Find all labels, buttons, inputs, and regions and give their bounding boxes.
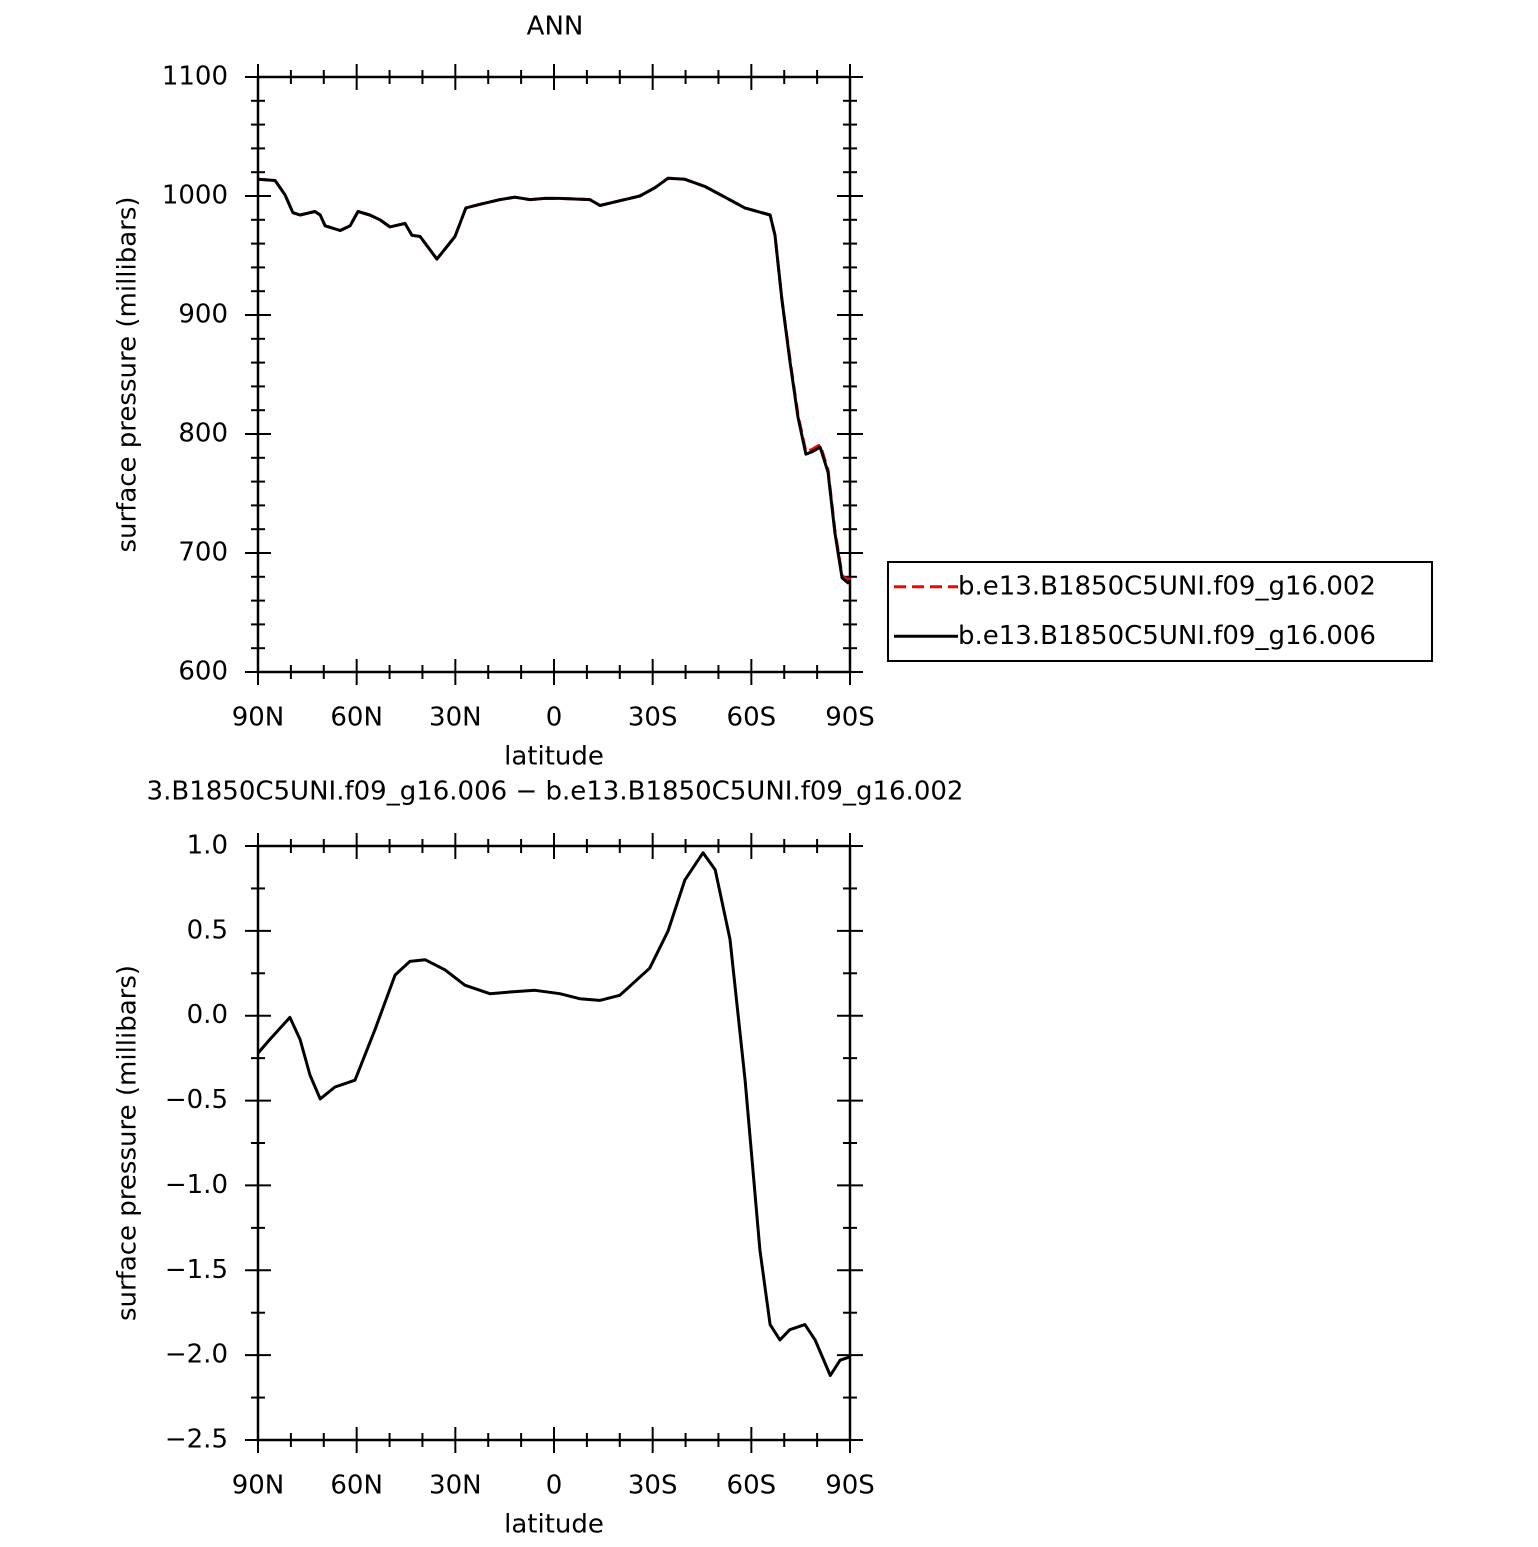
legend: b.e13.B1850C5UNI.f09_g16.002 b.e13.B1850C… bbox=[887, 561, 1433, 662]
y-tick-label: 1.0 bbox=[187, 831, 228, 861]
x-tick-label: 90N bbox=[232, 703, 285, 733]
plot-frame bbox=[256, 75, 852, 674]
y-tick-label: 0.0 bbox=[187, 1000, 228, 1030]
legend-label: b.e13.B1850C5UNI.f09_g16.002 bbox=[958, 571, 1376, 601]
panel: 3.B1850C5UNI.f09_g16.006 − b.e13.B1850C5… bbox=[113, 777, 964, 1540]
x-tick-label: 90S bbox=[825, 703, 875, 733]
y-tick-label: −1.5 bbox=[165, 1255, 228, 1285]
y-tick-label: −1.0 bbox=[165, 1170, 228, 1200]
chart-title: 3.B1850C5UNI.f09_g16.006 − b.e13.B1850C5… bbox=[147, 777, 964, 807]
y-tick-label: −2.5 bbox=[165, 1425, 228, 1455]
x-tick-label: 90N bbox=[232, 1471, 285, 1501]
y-tick-label: 0.5 bbox=[187, 915, 228, 945]
x-tick-label: 60N bbox=[330, 1471, 383, 1501]
y-tick-label: −0.5 bbox=[165, 1085, 228, 1115]
x-tick-label: 60S bbox=[727, 1471, 777, 1501]
plot-frame bbox=[256, 844, 852, 1442]
y-axis-label: surface pressure (millibars) bbox=[113, 965, 143, 1321]
data-line bbox=[257, 176, 852, 585]
x-tick-label: 30S bbox=[628, 1471, 678, 1501]
x-tick-label: 0 bbox=[546, 1471, 563, 1501]
y-tick-label: −2.0 bbox=[165, 1340, 228, 1370]
x-axis-label: latitude bbox=[504, 742, 604, 772]
x-tick-label: 30S bbox=[628, 703, 678, 733]
legend-label: b.e13.B1850C5UNI.f09_g16.006 bbox=[958, 621, 1376, 651]
data-line bbox=[257, 176, 852, 582]
y-tick-label: 800 bbox=[178, 419, 228, 449]
x-tick-label: 60S bbox=[727, 703, 777, 733]
y-axis-label: surface pressure (millibars) bbox=[113, 196, 143, 552]
x-tick-label: 30N bbox=[429, 1471, 482, 1501]
legend-box bbox=[887, 561, 1433, 662]
x-axis-label: latitude bbox=[504, 1510, 604, 1540]
y-tick-label: 600 bbox=[178, 657, 228, 687]
y-tick-label: 700 bbox=[178, 538, 228, 568]
chart-title: ANN bbox=[527, 12, 584, 42]
data-line bbox=[256, 851, 851, 1377]
y-tick-label: 1000 bbox=[162, 181, 228, 211]
panel: ANN latitude surface pressure (millibars) 9… bbox=[113, 12, 1433, 772]
y-tick-label: 1100 bbox=[162, 62, 228, 92]
x-tick-label: 60N bbox=[330, 703, 383, 733]
y-tick-label: 900 bbox=[178, 300, 228, 330]
x-tick-label: 0 bbox=[546, 703, 563, 733]
x-tick-label: 90S bbox=[825, 1471, 875, 1501]
x-tick-label: 30N bbox=[429, 703, 482, 733]
